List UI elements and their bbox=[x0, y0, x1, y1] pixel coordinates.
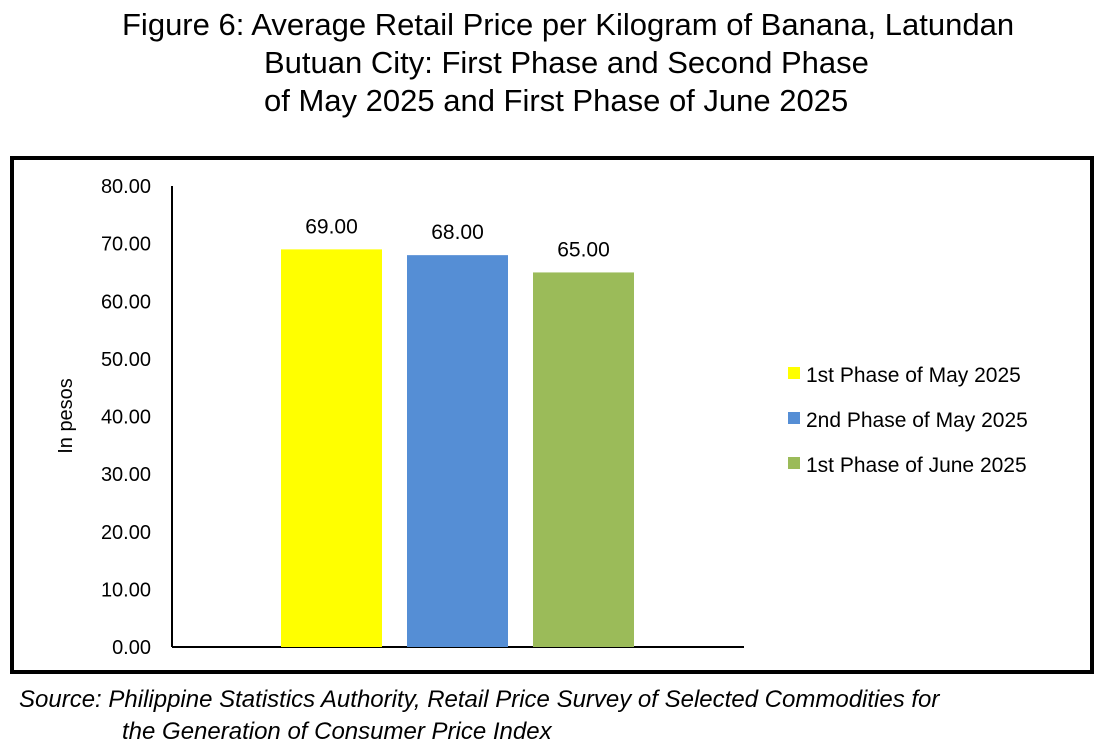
source-line-1: Source: Philippine Statistics Authority,… bbox=[19, 686, 940, 713]
bar bbox=[533, 272, 634, 647]
y-axis-label: In pesos bbox=[55, 378, 77, 454]
bar bbox=[407, 255, 508, 647]
y-tick-label: 40.00 bbox=[101, 407, 151, 429]
y-tick-label: 10.00 bbox=[101, 579, 151, 601]
bar bbox=[281, 249, 382, 647]
y-tick-label: 30.00 bbox=[101, 464, 151, 486]
legend-label: 2nd Phase of May 2025 bbox=[806, 409, 1028, 432]
legend-swatch bbox=[788, 367, 800, 379]
data-label: 69.00 bbox=[305, 215, 358, 238]
legend-label: 1st Phase of May 2025 bbox=[806, 364, 1021, 387]
title-line-2: Butuan City: First Phase and Second Phas… bbox=[264, 45, 869, 80]
y-tick-label: 20.00 bbox=[101, 522, 151, 544]
source-line-2: the Generation of Consumer Price Index bbox=[122, 718, 552, 745]
y-tick-label: 60.00 bbox=[101, 291, 151, 313]
data-label: 65.00 bbox=[557, 238, 610, 261]
data-label: 68.00 bbox=[431, 221, 484, 244]
y-tick-label: 50.00 bbox=[101, 349, 151, 371]
title-line-3: of May 2025 and First Phase of June 2025 bbox=[264, 83, 849, 118]
chart-frame bbox=[10, 156, 1094, 674]
y-tick-label: 0.00 bbox=[112, 637, 151, 659]
title-line-1: Figure 6: Average Retail Price per Kilog… bbox=[122, 7, 1015, 42]
y-tick-label: 80.00 bbox=[101, 176, 151, 198]
y-tick-label: 70.00 bbox=[101, 234, 151, 256]
source-note: Source: Philippine Statistics Authority,… bbox=[19, 684, 940, 745]
legend-swatch bbox=[788, 412, 800, 424]
legend-swatch bbox=[788, 457, 800, 469]
legend-label: 1st Phase of June 2025 bbox=[806, 454, 1027, 477]
